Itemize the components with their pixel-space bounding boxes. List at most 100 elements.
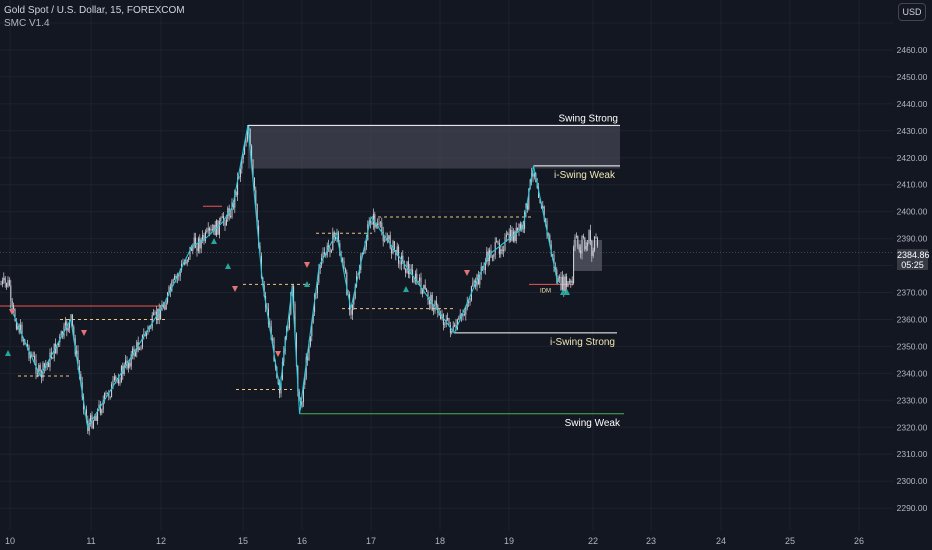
down-marker-icon bbox=[9, 309, 15, 315]
candle-body bbox=[473, 280, 475, 283]
i-swing-strong-label: i-Swing Strong bbox=[550, 337, 615, 348]
candle-body bbox=[361, 253, 363, 256]
candle-body bbox=[146, 331, 148, 337]
candle-body bbox=[561, 276, 563, 291]
candle-body bbox=[304, 378, 306, 385]
candle-body bbox=[150, 327, 152, 329]
candle-body bbox=[217, 220, 219, 235]
candle-body bbox=[344, 268, 346, 273]
candle-body bbox=[192, 246, 194, 252]
candle-body bbox=[563, 276, 565, 292]
time-tick-label: 11 bbox=[86, 536, 95, 546]
candle-body bbox=[416, 273, 418, 283]
candle-body bbox=[354, 286, 356, 299]
candle-body bbox=[104, 393, 106, 401]
candle-body bbox=[448, 317, 450, 326]
candle-body bbox=[209, 228, 211, 231]
candle-body bbox=[256, 203, 258, 226]
price-tick-label: 2290.00 bbox=[897, 503, 928, 513]
candle-body bbox=[0, 284, 2, 286]
chart-grid bbox=[0, 0, 893, 530]
down-marker-icon bbox=[464, 270, 470, 276]
candle-body bbox=[438, 312, 440, 316]
currency-button[interactable]: USD bbox=[898, 3, 926, 21]
candle-body bbox=[312, 312, 314, 323]
candle-body bbox=[308, 345, 310, 361]
candle-body bbox=[270, 326, 272, 340]
indicator-name[interactable]: SMC V1.4 bbox=[4, 18, 50, 29]
candle-body bbox=[560, 276, 562, 291]
candle-body bbox=[580, 250, 582, 254]
candle-body bbox=[508, 233, 510, 241]
candle-body bbox=[528, 188, 530, 210]
candle-body bbox=[374, 214, 376, 228]
candle-body bbox=[399, 263, 401, 265]
candle-body bbox=[207, 228, 209, 231]
candle-body bbox=[328, 245, 330, 248]
candle-body bbox=[319, 264, 321, 270]
price-tick-label: 2460.00 bbox=[897, 45, 928, 55]
candle-body bbox=[129, 362, 131, 367]
candle-body bbox=[591, 240, 593, 256]
candle-body bbox=[596, 238, 598, 246]
candle-body bbox=[22, 339, 24, 341]
candle-body bbox=[459, 314, 461, 318]
candle-body bbox=[402, 255, 404, 261]
candle-body bbox=[48, 362, 50, 368]
candle-body bbox=[143, 334, 145, 335]
candle-body bbox=[511, 229, 513, 241]
candle-body bbox=[244, 146, 246, 155]
candle-body bbox=[505, 234, 507, 238]
candle-body bbox=[39, 364, 41, 372]
candle-body bbox=[168, 286, 170, 293]
candle-body bbox=[204, 232, 206, 241]
candle-body bbox=[298, 391, 300, 402]
candle-body bbox=[280, 379, 282, 394]
candle-body bbox=[433, 310, 435, 312]
price-tick-label: 2430.00 bbox=[897, 126, 928, 136]
candle-body bbox=[60, 331, 62, 336]
candle-body bbox=[564, 276, 566, 292]
candle-body bbox=[97, 409, 99, 421]
candle-body bbox=[447, 317, 449, 320]
candle-body bbox=[255, 190, 257, 204]
candle-body bbox=[494, 242, 496, 255]
candle-body bbox=[288, 314, 290, 329]
symbol-title[interactable]: Gold Spot / U.S. Dollar, 15, FOREXCOM bbox=[4, 5, 185, 16]
candle-body bbox=[493, 254, 495, 257]
candle-body bbox=[102, 400, 104, 410]
candle-body bbox=[246, 127, 248, 141]
candle-body bbox=[501, 249, 503, 252]
candle-body bbox=[252, 159, 254, 178]
candle-body bbox=[237, 177, 239, 196]
time-tick-label: 10 bbox=[5, 536, 15, 546]
candle-body bbox=[545, 218, 547, 221]
candle-body bbox=[451, 330, 453, 333]
candle-body bbox=[91, 415, 93, 429]
price-axis[interactable]: 2290.00 2300.00 2310.00 2320.00 2330.00 2340.… bbox=[897, 45, 928, 513]
candle-body bbox=[307, 357, 309, 361]
candle-body bbox=[483, 268, 485, 270]
candle-body bbox=[231, 202, 233, 218]
candle-body bbox=[519, 223, 521, 231]
candle-body bbox=[190, 246, 192, 252]
candle-body bbox=[419, 277, 421, 282]
candle-body bbox=[435, 301, 437, 306]
candle-body bbox=[139, 349, 141, 350]
candle-body bbox=[553, 254, 555, 269]
candle-body bbox=[427, 291, 429, 301]
price-tick-label: 2390.00 bbox=[897, 234, 928, 244]
candle-body bbox=[98, 404, 100, 410]
candle-body bbox=[568, 281, 570, 283]
swing-strong-label: Swing Strong bbox=[559, 113, 618, 124]
time-tick-label: 23 bbox=[646, 536, 656, 546]
down-marker-icon bbox=[232, 286, 238, 292]
candle-body bbox=[151, 315, 153, 328]
candle-body bbox=[36, 373, 38, 375]
candle-body bbox=[543, 206, 545, 219]
candle-body bbox=[567, 281, 569, 287]
candle-body bbox=[403, 260, 405, 270]
candle-body bbox=[386, 238, 388, 240]
time-axis[interactable]: 10 11 12 15 16 17 18 19 22 23 24 25 26 bbox=[5, 536, 864, 546]
